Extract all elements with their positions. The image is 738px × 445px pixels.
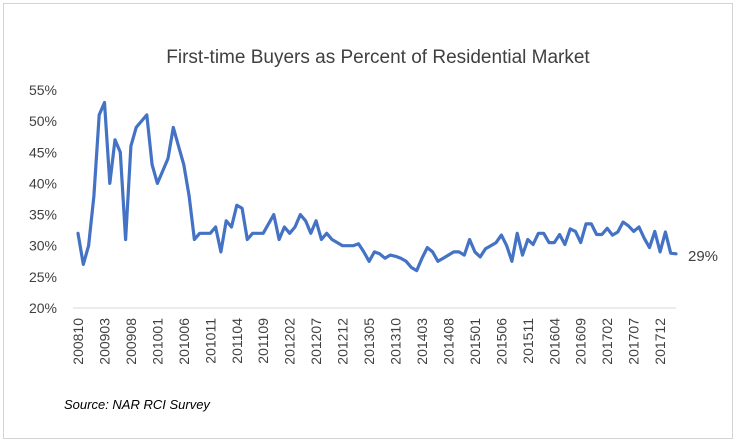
x-tick-label: 201104 xyxy=(229,318,245,364)
y-tick-label: 45% xyxy=(29,144,57,160)
x-tick-label: 200810 xyxy=(70,318,86,365)
y-tick-label: 25% xyxy=(29,269,57,285)
x-tick-label: 201202 xyxy=(282,318,298,365)
source-note: Source: NAR RCI Survey xyxy=(64,397,211,412)
x-tick-label: 201511 xyxy=(520,318,536,364)
y-tick-label: 50% xyxy=(29,113,57,129)
x-axis: 200810 200903 200908 201001 201006 201011 2011… xyxy=(70,318,668,365)
x-tick-label: 201207 xyxy=(308,318,324,365)
x-tick-label: 201212 xyxy=(335,318,351,365)
series-line xyxy=(76,100,678,273)
x-tick-label: 201707 xyxy=(626,318,642,365)
x-tick-label: 201702 xyxy=(599,318,615,365)
y-tick-label: 20% xyxy=(29,300,57,316)
x-tick-label: 201006 xyxy=(176,318,192,365)
y-tick-label: 55% xyxy=(29,82,57,98)
x-tick-label: 201011 xyxy=(202,318,218,364)
x-tick-label: 201310 xyxy=(388,318,404,365)
x-tick-label: 201506 xyxy=(493,318,509,365)
chart-title: First-time Buyers as Percent of Resident… xyxy=(166,47,590,68)
x-tick-label: 201305 xyxy=(361,318,377,365)
y-tick-label: 40% xyxy=(29,175,57,191)
x-tick-label: 201609 xyxy=(573,318,589,365)
plot-area xyxy=(76,100,678,273)
x-tick-label: 201001 xyxy=(149,318,165,365)
y-axis: 20% 25% 30% 35% 40% 45% 50% 55% xyxy=(29,82,57,316)
x-tick-label: 201408 xyxy=(440,318,456,365)
x-tick-label: 201501 xyxy=(467,318,483,365)
x-tick-label: 201604 xyxy=(546,318,562,365)
x-tick-label: 201403 xyxy=(414,318,430,365)
x-tick-label: 200903 xyxy=(97,318,113,365)
x-tick-label: 201109 xyxy=(255,318,271,364)
x-tick-label: 200908 xyxy=(123,318,139,365)
y-tick-label: 35% xyxy=(29,207,57,223)
end-value-label: 29% xyxy=(688,248,718,265)
y-tick-label: 30% xyxy=(29,238,57,254)
x-tick-label: 201712 xyxy=(652,318,668,365)
